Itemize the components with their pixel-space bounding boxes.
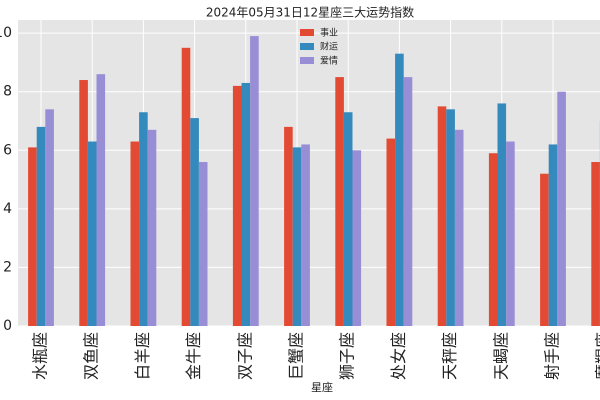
x-tick-label: 金牛座 [184, 332, 203, 380]
y-tick-label: 0 [3, 318, 12, 334]
bar [540, 173, 549, 326]
bar [548, 144, 558, 326]
bar [454, 129, 464, 326]
bar [591, 162, 600, 326]
x-tick-label: 处女座 [389, 332, 408, 380]
legend-label: 爱情 [320, 55, 338, 67]
bar [198, 162, 208, 326]
legend-swatch [300, 57, 314, 64]
bar [386, 138, 396, 326]
bar [36, 126, 46, 326]
bar [488, 153, 498, 326]
bar [557, 91, 566, 326]
y-tick-label: 10 [0, 25, 12, 41]
bar [181, 47, 191, 327]
bar [130, 141, 140, 326]
x-tick-label: 水瓶座 [31, 332, 50, 380]
bar [139, 112, 148, 327]
x-tick-label: 双子座 [235, 332, 254, 380]
bar [284, 126, 293, 326]
bar [506, 141, 515, 326]
bar [250, 36, 259, 327]
y-tick-label: 4 [3, 201, 12, 217]
bar [301, 144, 310, 326]
bar [403, 77, 413, 326]
y-tick-label: 6 [3, 142, 12, 158]
bar [45, 109, 54, 326]
bar [335, 77, 344, 326]
bar [96, 74, 106, 327]
bar [147, 129, 157, 326]
bar [28, 147, 37, 326]
x-tick-label: 天蝎座 [491, 332, 510, 380]
bar [437, 106, 447, 326]
x-axis-label: 星座 [311, 380, 333, 394]
bar [352, 150, 362, 326]
bar [395, 53, 404, 326]
bar [241, 82, 251, 326]
bar [497, 103, 507, 326]
bar [79, 80, 88, 326]
legend-swatch [300, 43, 314, 50]
legend-swatch [300, 29, 314, 36]
x-tick-label: 双鱼座 [82, 332, 101, 380]
legend-label: 财运 [320, 41, 338, 53]
x-tick-label: 摩羯座 [594, 332, 600, 380]
legend-label: 事业 [320, 27, 338, 39]
bar [232, 85, 242, 327]
x-tick-label: 白羊座 [133, 332, 152, 380]
x-tick-label: 狮子座 [338, 332, 357, 380]
bar [446, 109, 455, 326]
bar [343, 112, 353, 327]
bar [190, 118, 199, 326]
bar [87, 141, 97, 326]
x-tick-label: 天秤座 [440, 332, 459, 380]
y-tick-label: 2 [3, 259, 12, 275]
x-tick-label: 射手座 [543, 332, 562, 380]
chart-title: 2024年05月31日12星座三大运势指数 [206, 5, 414, 20]
bar [292, 147, 302, 326]
x-tick-label: 巨蟹座 [287, 332, 306, 380]
y-tick-label: 8 [3, 84, 12, 100]
